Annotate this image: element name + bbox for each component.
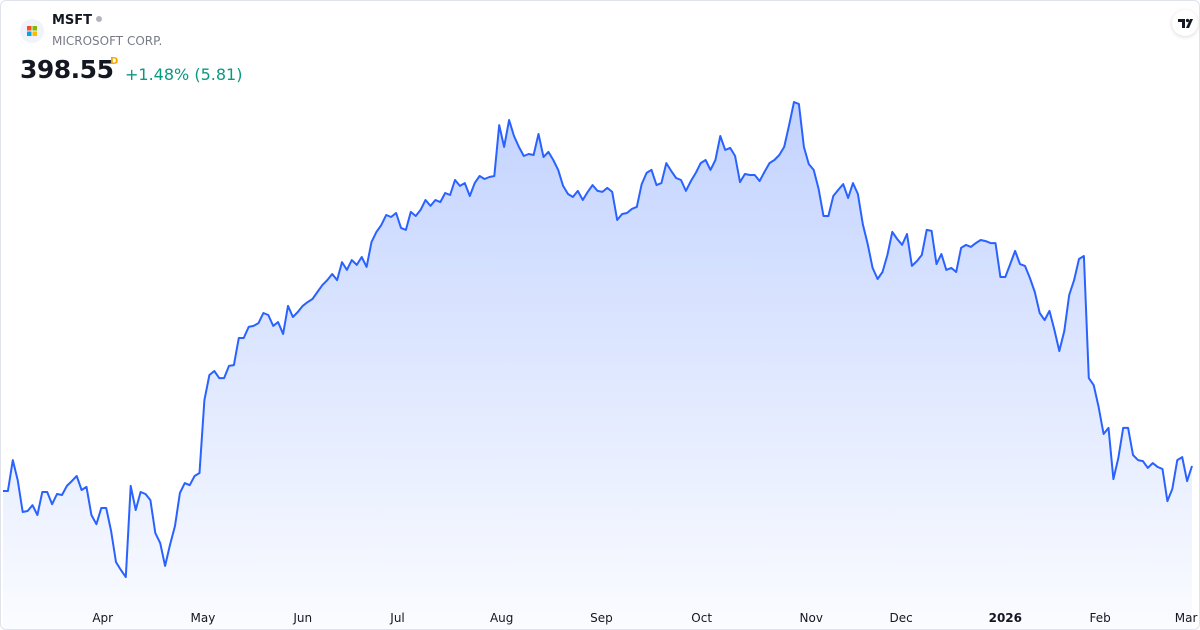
x-tick-label: Oct (691, 611, 712, 625)
x-tick-label: May (191, 611, 216, 625)
price: 398.55 (20, 55, 114, 84)
x-tick-label: Dec (890, 611, 913, 625)
symbol-text: MSFT (52, 13, 93, 28)
symbol: MSFT (52, 13, 103, 28)
company-name: MICROSOFT CORP. (52, 34, 163, 48)
x-tick-label: Jun (292, 611, 312, 625)
x-tick-label: Apr (92, 611, 113, 625)
x-tick-label: Aug (490, 611, 513, 625)
logo-icon (1178, 18, 1193, 28)
price-line (3, 101, 1193, 579)
x-tick-label: Nov (800, 611, 823, 625)
x-tick-label: Jul (389, 611, 404, 625)
symbol-logo (20, 19, 44, 43)
area-fill (3, 102, 1192, 629)
delay-badge: D (110, 56, 119, 67)
status-dot (96, 16, 103, 22)
x-tick-label: Sep (590, 611, 613, 625)
tradingview-logo[interactable] (1172, 10, 1198, 36)
x-tick-label: Mar (1175, 611, 1198, 625)
x-tick-label: Feb (1089, 611, 1110, 625)
x-tick-label: 2026 (989, 611, 1022, 625)
change: +1.48% (5.81) (125, 65, 243, 84)
